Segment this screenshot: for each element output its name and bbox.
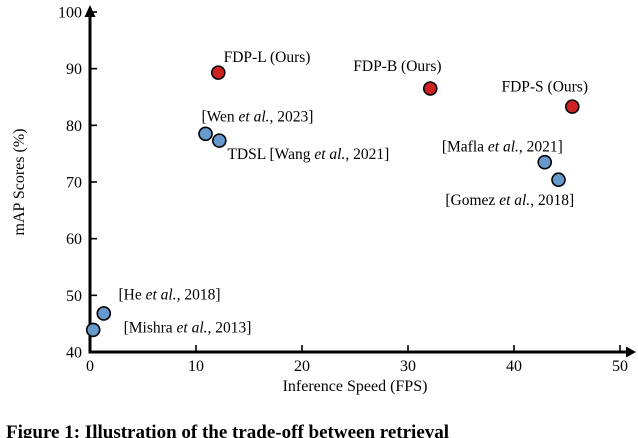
y-tick-label: 60 (66, 231, 82, 248)
point-label: FDP-L (Ours) (224, 49, 311, 66)
x-tick-label: 30 (400, 358, 416, 375)
point-label: [Gomez et al., 2018] (445, 192, 574, 209)
data-point-ours (422, 81, 438, 96)
data-point-ours (564, 99, 580, 114)
point-label: [Mishra et al., 2013] (124, 320, 252, 337)
y-tick-label: 80 (66, 118, 82, 135)
data-point-ours (210, 65, 226, 80)
x-tick-label: 10 (188, 358, 204, 375)
x-tick-label: 50 (612, 358, 628, 375)
x-tick-label: 0 (86, 358, 94, 375)
data-point-baseline (551, 172, 566, 188)
y-tick-label: 70 (66, 175, 82, 192)
point-label: [Wen et al., 2023] (201, 108, 313, 125)
point-label: TDSL [Wang et al., 2021] (227, 146, 389, 163)
y-axis-arrow (84, 5, 96, 17)
x-tick-label: 20 (294, 358, 310, 375)
y-tick-label: 50 (66, 288, 82, 305)
point-label: [Mafla et al., 2021] (442, 138, 563, 155)
figure-caption: Figure 1: Illustration of the trade-off … (6, 422, 450, 438)
x-axis-title: Inference Speed (FPS) (283, 378, 428, 395)
data-point-baseline (96, 306, 112, 321)
y-tick-label: 100 (58, 5, 82, 22)
data-point-baseline (537, 154, 553, 170)
point-label: FDP-S (Ours) (501, 78, 588, 95)
data-point-baseline (198, 126, 213, 142)
y-tick-label: 90 (66, 61, 82, 78)
point-label: [He et al., 2018] (118, 286, 220, 303)
point-label: FDP-B (Ours) (353, 58, 441, 75)
data-point-baseline (212, 133, 227, 148)
y-tick-label: 40 (66, 345, 82, 362)
data-point-baseline (85, 322, 101, 338)
x-axis-arrow (626, 346, 636, 358)
scatter-chart: 0 10 20 30 40 50 40 50 60 70 80 90 100 Inference Spee… (11, 5, 636, 395)
x-tick-label: 40 (506, 358, 522, 375)
y-axis-title: mAP Scores (%) (11, 129, 28, 236)
